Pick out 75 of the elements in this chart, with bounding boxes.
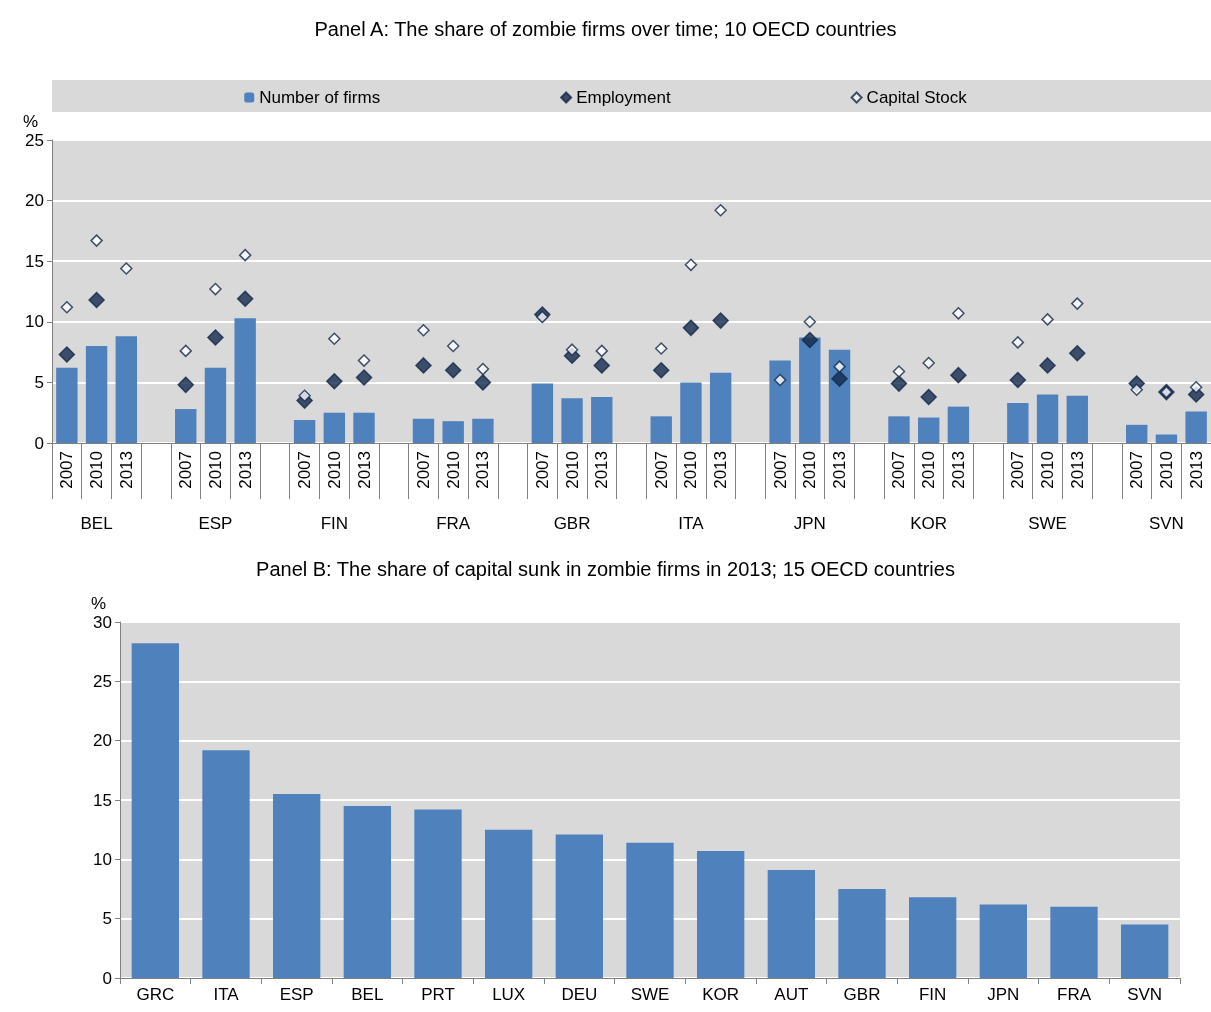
x-tick-label: ITA (213, 985, 240, 1004)
legend-label: Number of firms (259, 88, 381, 107)
text: KOR (910, 514, 948, 533)
x-tick-label: 2013 (116, 451, 136, 489)
x-tick-label: BEL (351, 985, 384, 1004)
x-tick-label: 2010 (562, 451, 582, 489)
legend-label: Employment (576, 88, 671, 107)
x-tick-label: 2013 (1067, 451, 1087, 489)
text: FIN (320, 514, 349, 533)
x-tick-label: DEU (561, 985, 598, 1004)
x-tick-label: SWE (630, 985, 670, 1004)
x-tick-label: ESP (279, 985, 314, 1004)
y-tick-label: 20 (25, 191, 44, 211)
x-tick-label: 2013 (830, 451, 850, 489)
x-tick-label: 2013 (592, 451, 612, 489)
text: ITA (678, 514, 705, 533)
y-tick-label: 20 (93, 731, 112, 751)
x-tick-label: 2007 (295, 451, 315, 489)
x-tick-label: 2007 (1008, 451, 1028, 489)
y-axis-title: % (90, 594, 106, 613)
x-tick-label: 2007 (770, 451, 790, 489)
x-tick-label: GBR (843, 985, 881, 1004)
x-tick-label: 2013 (235, 451, 255, 489)
x-tick-label: 2010 (800, 451, 820, 489)
text: FRA (436, 514, 471, 533)
x-tick-label: 2010 (919, 451, 939, 489)
chart-title: Panel A: The share of zombie firms over time; 10 OECD countries (314, 18, 897, 40)
x-tick-label: 2013 (354, 451, 374, 489)
x-tick-label: 2007 (57, 451, 77, 489)
text: SWE (1028, 514, 1067, 533)
x-tick-label: 2010 (205, 451, 225, 489)
x-tick-label: 2007 (176, 451, 196, 489)
x-tick-label: FRA (1057, 985, 1092, 1004)
x-tick-label: 2007 (651, 451, 671, 489)
x-tick-label: LUX (492, 985, 526, 1004)
x-tick-label: 2010 (87, 451, 107, 489)
text: GBR (553, 514, 591, 533)
y-tick-label: 15 (25, 251, 44, 271)
x-tick-label: 2013 (1186, 451, 1206, 489)
y-tick-label: 25 (25, 130, 44, 150)
x-tick-label: 2010 (443, 451, 463, 489)
x-tick-label: 2007 (1127, 451, 1147, 489)
y-axis-title: % (22, 112, 38, 131)
x-tick-label: GRC (136, 985, 175, 1004)
y-tick-label: 5 (34, 372, 44, 392)
text: JPN (793, 514, 826, 533)
y-tick-label: 0 (34, 433, 44, 453)
x-tick-label: 2007 (889, 451, 909, 489)
x-tick-label: 2007 (532, 451, 552, 489)
y-tick-label: 10 (93, 849, 112, 869)
text: BEL (80, 514, 113, 533)
x-tick-label: PRT (421, 985, 455, 1004)
x-tick-label: KOR (702, 985, 740, 1004)
y-tick-label: 30 (93, 612, 112, 632)
legend-label: Capital Stock (866, 88, 968, 107)
y-tick-label: 25 (93, 671, 112, 691)
y-tick-label: 5 (102, 909, 112, 929)
y-tick-label: 0 (102, 968, 112, 988)
x-tick-label: 2013 (948, 451, 968, 489)
x-tick-label: 2010 (1038, 451, 1058, 489)
text: ESP (198, 514, 233, 533)
x-tick-label: 2010 (324, 451, 344, 489)
y-tick-label: 15 (93, 790, 112, 810)
x-tick-label: 2007 (413, 451, 433, 489)
x-tick-label: SVN (1127, 985, 1163, 1004)
x-tick-label: 2010 (1156, 451, 1176, 489)
x-tick-label: AUT (774, 985, 809, 1004)
x-tick-label: 2010 (681, 451, 701, 489)
chart-title: Panel B: The share of capital sunk in zombie firms in 2013; 15 OECD countries (256, 558, 955, 580)
x-tick-label: FIN (918, 985, 947, 1004)
x-tick-label: 2013 (711, 451, 731, 489)
x-tick-label: JPN (987, 985, 1020, 1004)
y-tick-label: 10 (25, 312, 44, 332)
x-tick-label: 2013 (473, 451, 493, 489)
text: SVN (1148, 514, 1184, 533)
